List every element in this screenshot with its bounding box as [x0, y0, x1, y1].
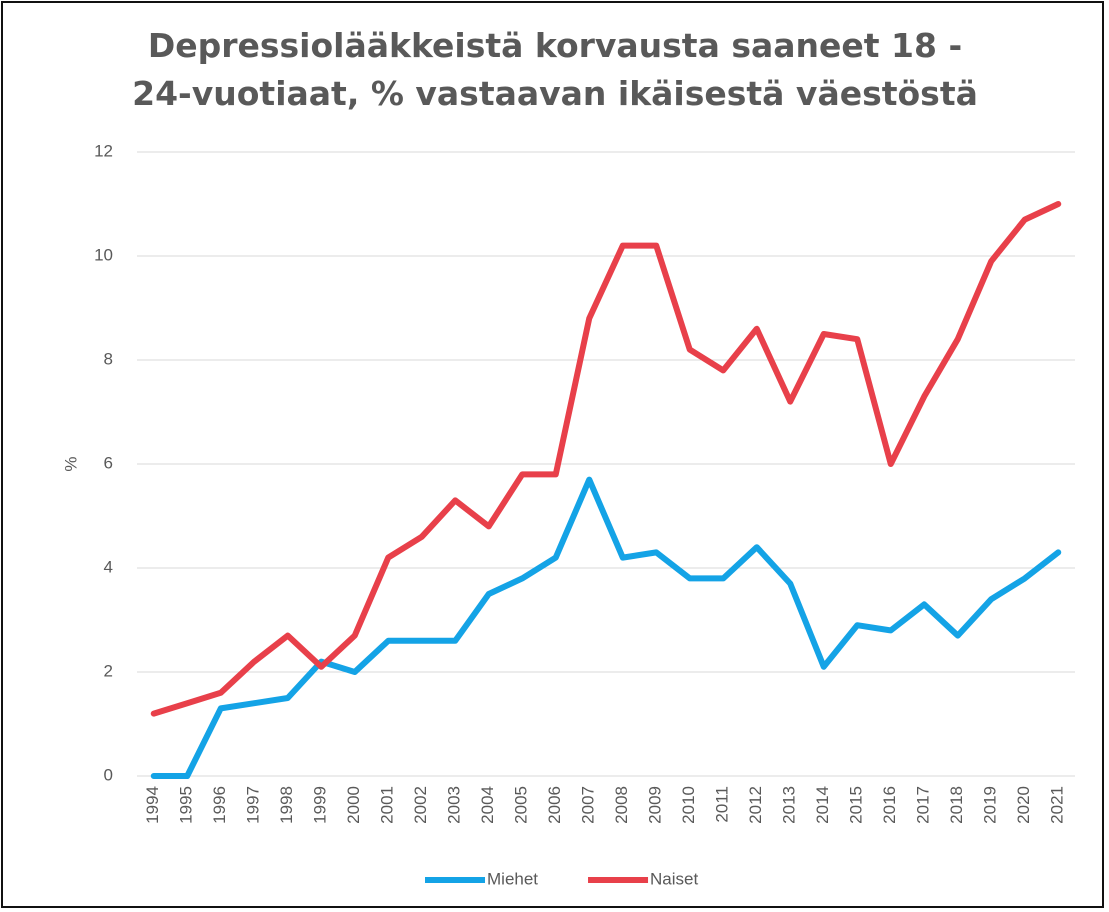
line-series — [150, 476, 1062, 779]
x-tick-label: 2012 — [746, 786, 765, 824]
x-tick-label: 2014 — [813, 786, 832, 824]
x-tick-label: 1998 — [277, 786, 296, 824]
x-tick-label: 1994 — [143, 786, 162, 824]
y-tick-label: 0 — [104, 765, 113, 784]
x-tick-label: 2015 — [847, 786, 866, 824]
x-tick-label: 2006 — [545, 786, 564, 824]
x-tick-label: 2017 — [914, 786, 933, 824]
x-tick-label: 2010 — [679, 786, 698, 824]
x-tick-label: 2007 — [579, 786, 598, 824]
y-tick-label: 4 — [104, 557, 113, 576]
x-tick-label: 1996 — [210, 786, 229, 824]
y-tick-label: 2 — [104, 661, 113, 680]
x-tick-label: 2019 — [981, 786, 1000, 824]
x-tick-label: 2005 — [512, 786, 531, 824]
x-tick-label: 2018 — [947, 786, 966, 824]
y-tick-label: 8 — [104, 349, 113, 368]
x-tick-label: 2004 — [478, 786, 497, 824]
x-tick-label: 2002 — [411, 786, 430, 824]
line-series — [150, 201, 1062, 717]
x-tick-label: 2008 — [612, 786, 631, 824]
legend-label: Naiset — [650, 869, 698, 888]
x-tick-label: 2011 — [713, 786, 732, 823]
x-tick-label: 2016 — [880, 786, 899, 824]
legend-label: Miehet — [487, 869, 538, 888]
x-tick-label: 1995 — [177, 786, 196, 824]
x-tick-label: 2013 — [780, 786, 799, 824]
x-tick-label: 1997 — [244, 786, 263, 824]
y-tick-label: 10 — [94, 245, 113, 264]
y-tick-label: 6 — [104, 453, 113, 472]
y-tick-label: 12 — [94, 141, 113, 160]
x-tick-label: 2001 — [378, 786, 397, 824]
x-tick-label: 2020 — [1014, 786, 1033, 824]
x-tick-label: 2009 — [646, 786, 665, 824]
x-tick-label: 2000 — [344, 786, 363, 824]
x-tick-label: 1999 — [311, 786, 330, 824]
x-tick-label: 2003 — [445, 786, 464, 824]
x-tick-label: 2021 — [1048, 786, 1067, 824]
y-axis-label: % — [61, 456, 80, 471]
chart-title: Depressiolääkkeistä korvausta saaneet 18… — [132, 26, 978, 113]
